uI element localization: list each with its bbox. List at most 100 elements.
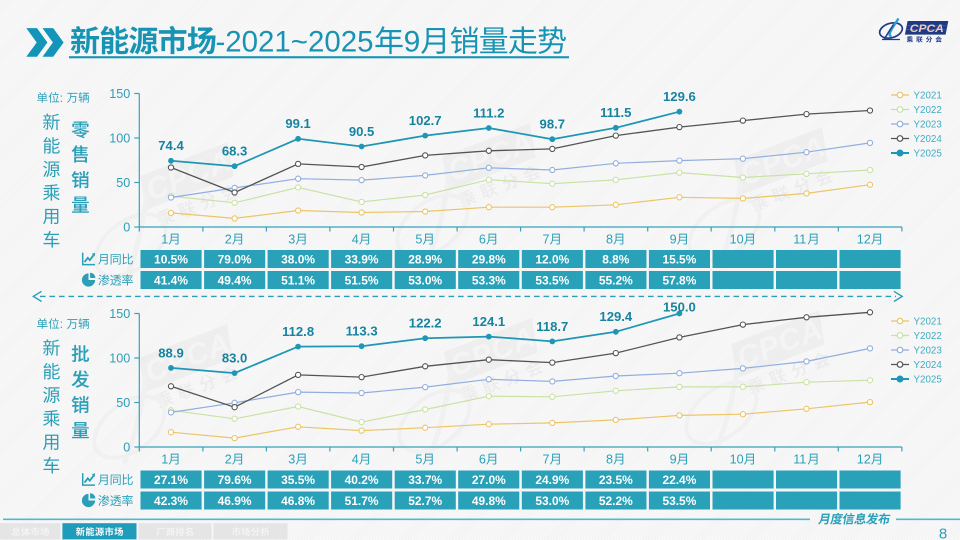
- svg-text:3: 3: [288, 233, 295, 247]
- svg-text:79.6%: 79.6%: [218, 473, 252, 487]
- svg-text:41.4%: 41.4%: [154, 273, 188, 287]
- svg-text:12.0%: 12.0%: [535, 252, 569, 266]
- svg-text:129.6: 129.6: [663, 89, 696, 104]
- svg-text:Y2024: Y2024: [914, 360, 943, 371]
- svg-text:122.2: 122.2: [409, 316, 442, 331]
- svg-text:11: 11: [793, 233, 806, 247]
- svg-text:27.1%: 27.1%: [154, 473, 188, 487]
- svg-text:150: 150: [109, 307, 130, 321]
- svg-text:118.7: 118.7: [536, 319, 568, 334]
- svg-text:CPCA: CPCA: [910, 23, 944, 35]
- svg-text:9: 9: [670, 453, 677, 467]
- svg-text:111.5: 111.5: [600, 105, 631, 120]
- svg-text:51.1%: 51.1%: [281, 273, 315, 287]
- svg-text:51.7%: 51.7%: [345, 494, 379, 508]
- svg-text:23.5%: 23.5%: [599, 473, 633, 487]
- svg-text:49.8%: 49.8%: [472, 494, 506, 508]
- svg-text:53.5%: 53.5%: [662, 494, 696, 508]
- svg-text:0: 0: [123, 221, 130, 235]
- svg-text:15.5%: 15.5%: [662, 252, 696, 266]
- svg-text:10: 10: [730, 233, 744, 247]
- svg-text:129.4: 129.4: [599, 309, 632, 324]
- svg-text:2: 2: [225, 233, 232, 247]
- svg-text:42.3%: 42.3%: [154, 494, 188, 508]
- svg-text:Y2021: Y2021: [914, 91, 942, 102]
- svg-text:52.7%: 52.7%: [408, 494, 442, 508]
- svg-text:33.7%: 33.7%: [408, 473, 442, 487]
- svg-text:Y2023: Y2023: [914, 120, 943, 131]
- svg-text::: :: [60, 92, 63, 105]
- svg-text:112.8: 112.8: [282, 324, 314, 339]
- svg-text:38.0%: 38.0%: [281, 252, 315, 266]
- svg-text:8: 8: [606, 233, 613, 247]
- svg-text:124.1: 124.1: [472, 314, 505, 329]
- svg-text:102.7: 102.7: [409, 113, 442, 128]
- svg-text:6: 6: [479, 453, 486, 467]
- svg-text:90.5: 90.5: [349, 124, 374, 139]
- svg-text:9: 9: [404, 26, 421, 59]
- svg-text:113.3: 113.3: [346, 324, 378, 339]
- svg-text:9: 9: [670, 233, 677, 247]
- svg-text:53.3%: 53.3%: [472, 273, 506, 287]
- svg-text:100: 100: [109, 352, 130, 366]
- svg-text:29.8%: 29.8%: [472, 252, 506, 266]
- svg-text:8.8%: 8.8%: [602, 252, 629, 266]
- svg-text::: :: [60, 318, 63, 331]
- svg-text:53.0%: 53.0%: [408, 273, 442, 287]
- svg-text:3: 3: [288, 453, 295, 467]
- svg-text:35.5%: 35.5%: [281, 473, 315, 487]
- svg-text:Y2022: Y2022: [914, 331, 942, 342]
- svg-text:1: 1: [161, 233, 168, 247]
- svg-text:83.0: 83.0: [222, 351, 247, 366]
- svg-text:10: 10: [730, 453, 744, 467]
- svg-text:46.9%: 46.9%: [218, 494, 252, 508]
- svg-text:0: 0: [123, 441, 130, 455]
- svg-text:27.0%: 27.0%: [472, 473, 506, 487]
- svg-text:4: 4: [352, 233, 359, 247]
- svg-text:10.5%: 10.5%: [154, 252, 188, 266]
- svg-text:22.4%: 22.4%: [662, 473, 696, 487]
- svg-text:24.9%: 24.9%: [535, 473, 569, 487]
- svg-text:74.4: 74.4: [158, 138, 184, 153]
- svg-text:55.2%: 55.2%: [599, 273, 633, 287]
- svg-text:150.0: 150.0: [663, 299, 696, 314]
- svg-text:53.5%: 53.5%: [535, 273, 569, 287]
- svg-text:28.9%: 28.9%: [408, 252, 442, 266]
- svg-text:50: 50: [116, 396, 130, 410]
- svg-text:Y2022: Y2022: [914, 105, 942, 116]
- svg-text:33.9%: 33.9%: [345, 252, 379, 266]
- svg-text:Y2025: Y2025: [914, 149, 943, 160]
- svg-text:111.2: 111.2: [473, 105, 504, 120]
- svg-text:40.2%: 40.2%: [345, 473, 379, 487]
- svg-text:7: 7: [543, 453, 550, 467]
- svg-text:2: 2: [225, 453, 232, 467]
- svg-text:5: 5: [415, 453, 422, 467]
- svg-text:4: 4: [352, 453, 359, 467]
- svg-text:8: 8: [606, 453, 613, 467]
- svg-text:6: 6: [479, 233, 486, 247]
- svg-text:51.5%: 51.5%: [345, 273, 379, 287]
- svg-text:49.4%: 49.4%: [218, 273, 252, 287]
- svg-text:98.7: 98.7: [540, 117, 565, 132]
- svg-text:11: 11: [793, 453, 806, 467]
- svg-text:50: 50: [116, 176, 130, 190]
- svg-text:Y2024: Y2024: [914, 134, 943, 145]
- svg-text:5: 5: [415, 233, 422, 247]
- svg-text:150: 150: [109, 87, 130, 101]
- svg-text:100: 100: [109, 132, 130, 146]
- svg-text:79.0%: 79.0%: [218, 252, 252, 266]
- svg-text:Y2021: Y2021: [914, 317, 942, 328]
- svg-text:53.0%: 53.0%: [535, 494, 569, 508]
- svg-text:88.9: 88.9: [158, 345, 183, 360]
- svg-text:68.3: 68.3: [222, 144, 247, 159]
- svg-text:-2021~2025: -2021~2025: [216, 26, 374, 59]
- svg-text:52.2%: 52.2%: [599, 494, 633, 508]
- svg-text:99.1: 99.1: [285, 116, 310, 131]
- svg-text:12: 12: [857, 453, 871, 467]
- svg-text:12: 12: [857, 233, 871, 247]
- svg-text:8: 8: [939, 526, 947, 540]
- svg-text:Y2025: Y2025: [914, 375, 943, 386]
- svg-text:46.8%: 46.8%: [281, 494, 315, 508]
- svg-text:Y2023: Y2023: [914, 346, 943, 357]
- svg-text:1: 1: [161, 453, 168, 467]
